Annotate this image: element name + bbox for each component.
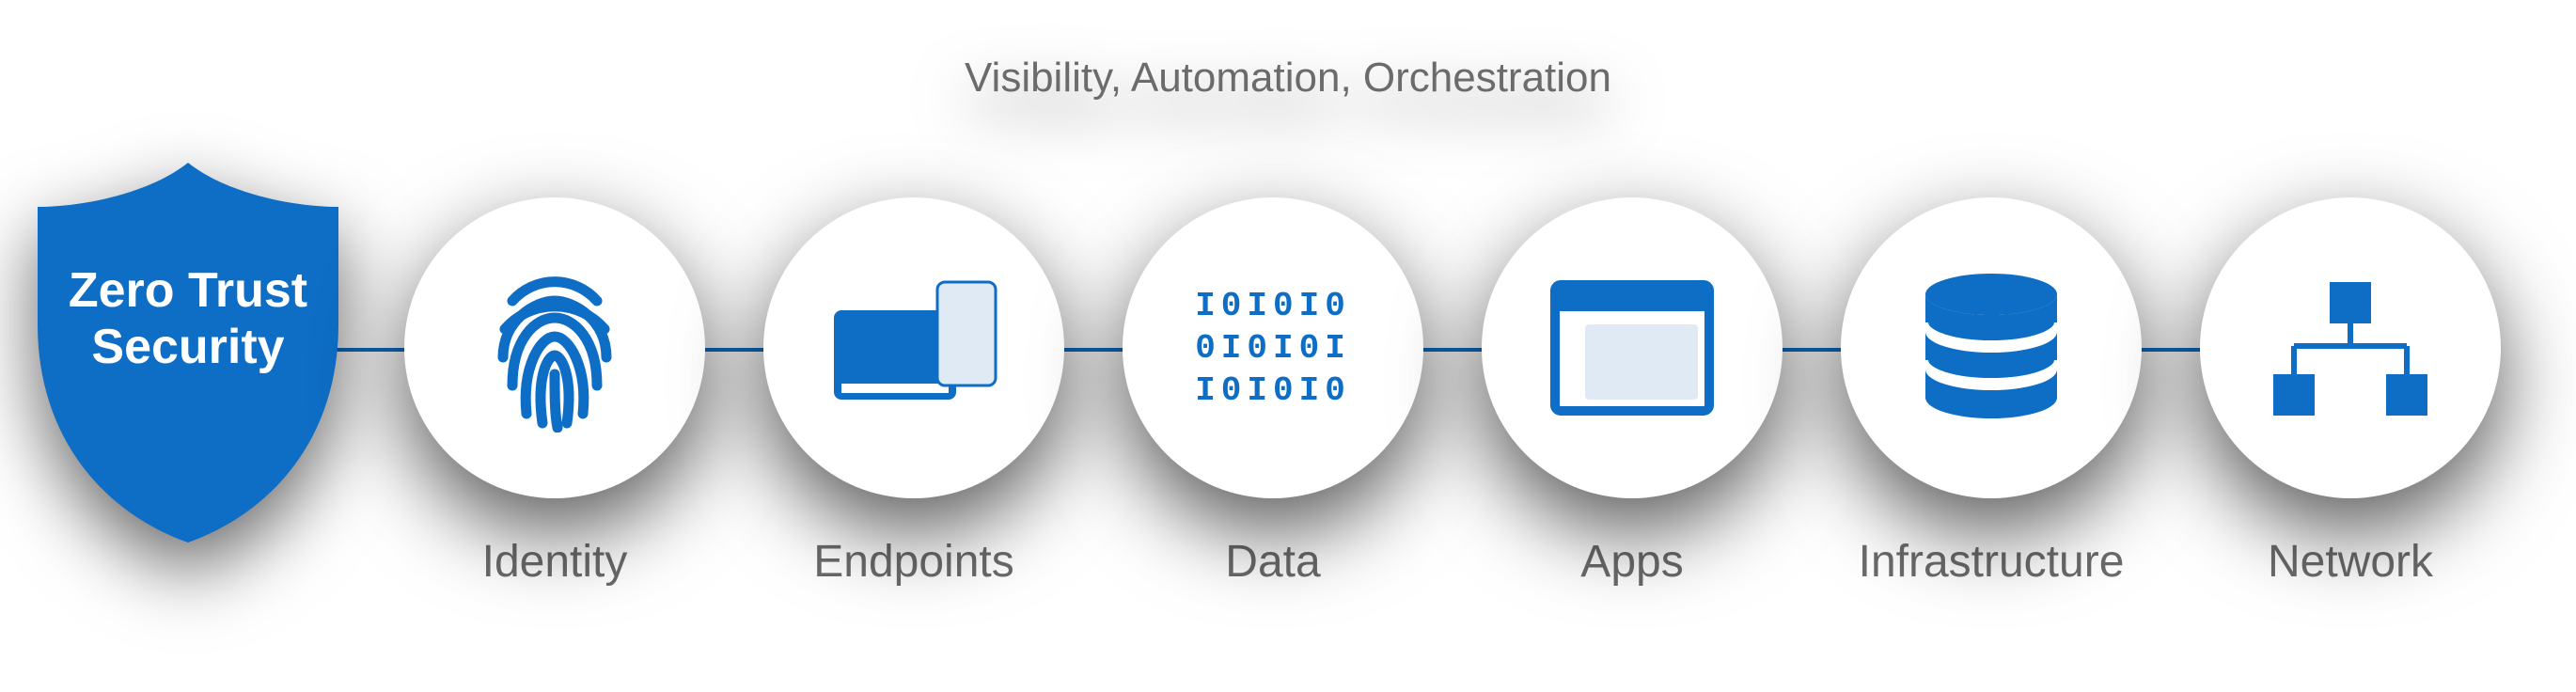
label-infrastructure: Infrastructure xyxy=(1859,536,2125,588)
zero-trust-diagram: Visibility, Automation, Orchestration Ze… xyxy=(0,0,2576,692)
fingerprint-icon xyxy=(484,263,625,432)
network-icon xyxy=(2266,273,2435,423)
pillar-apps: Apps xyxy=(1463,197,1801,588)
shield: Zero Trust Security xyxy=(28,155,348,550)
top-banner: Visibility, Automation, Orchestration xyxy=(56,36,2520,120)
circle-identity xyxy=(404,197,705,498)
circle-infrastructure xyxy=(1841,197,2142,498)
circle-data: I0I0I0 0I0I0I I0I0I0 xyxy=(1123,197,1423,498)
database-icon xyxy=(1911,268,2071,428)
top-banner-text: Visibility, Automation, Orchestration xyxy=(965,55,1611,102)
shield-title: Zero Trust Security xyxy=(28,263,348,376)
label-data: Data xyxy=(1225,536,1320,588)
pillars-row: Identity Endpoints I0I0I0 0I0I0I I0I0I0 … xyxy=(385,197,2520,588)
circle-network xyxy=(2200,197,2501,498)
app-window-icon xyxy=(1547,277,1717,418)
label-network: Network xyxy=(2268,536,2433,588)
circle-endpoints xyxy=(763,197,1064,498)
label-endpoints: Endpoints xyxy=(813,536,1014,588)
label-apps: Apps xyxy=(1580,536,1683,588)
shield-title-line1: Zero Trust xyxy=(69,263,307,318)
label-identity: Identity xyxy=(482,536,628,588)
pillar-infrastructure: Infrastructure xyxy=(1822,197,2160,588)
pillar-endpoints: Endpoints xyxy=(745,197,1083,588)
circle-apps xyxy=(1482,197,1783,498)
devices-icon xyxy=(825,273,1003,423)
pillar-identity: Identity xyxy=(385,197,724,588)
pillar-network: Network xyxy=(2181,197,2520,588)
binary-icon: I0I0I0 0I0I0I I0I0I0 xyxy=(1195,285,1351,412)
pillar-data: I0I0I0 0I0I0I I0I0I0 Data xyxy=(1104,197,1442,588)
shield-title-line2: Security xyxy=(91,320,284,374)
